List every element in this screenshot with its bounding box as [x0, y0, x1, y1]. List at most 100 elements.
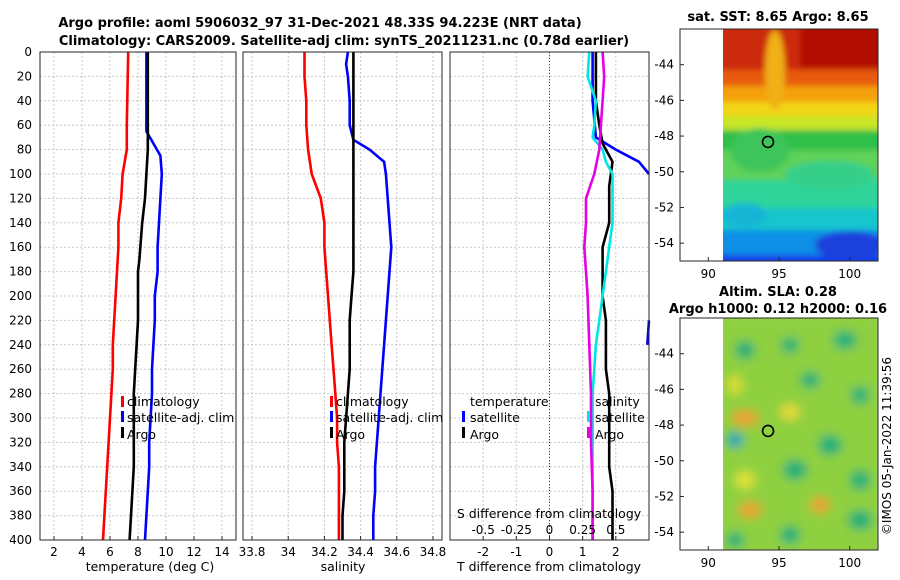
x-tick-label: -1: [510, 545, 522, 559]
legend-swatch-climatology: [121, 396, 124, 407]
x-tick-label: -2: [477, 545, 489, 559]
difference-xlabel: T difference from climatology: [456, 559, 642, 574]
legend-swatch-argo: [330, 427, 333, 438]
series-line-climatology: [101, 51, 130, 541]
legend-swatch-satellite: [121, 411, 124, 422]
sst-map-title: sat. SST: 8.65 Argo: 8.65: [687, 10, 868, 25]
secondary-x-tick-label: -0.5: [471, 523, 494, 537]
y-tick-label: 80: [17, 143, 32, 157]
map-y-tick-label: -50: [654, 454, 674, 468]
y-tick-label: 100: [9, 167, 32, 181]
sla-map-title-line2: Argo h1000: 0.12 h2000: 0.16: [669, 302, 887, 317]
y-tick-label: 20: [17, 69, 32, 83]
legend-swatch-t-argo: [462, 427, 465, 438]
x-tick-label: 34: [281, 545, 296, 559]
y-tick-label: 360: [9, 484, 32, 498]
map-x-tick-label: 95: [771, 267, 786, 281]
map-y-tick-label: -46: [654, 93, 674, 107]
y-tick-label: 280: [9, 387, 32, 401]
secondary-x-tick-label: -0.25: [501, 523, 532, 537]
y-tick-label: 240: [9, 338, 32, 352]
map-y-tick-label: -50: [654, 165, 674, 179]
sla-map-title-line1: Altim. SLA: 0.28: [719, 285, 837, 300]
temperature-profile-panel: 2 4 6 8 10 12 14020406080100120140160180200220…: [9, 45, 237, 559]
difference-secondary-xlabel: S difference from climatology: [457, 506, 642, 521]
x-tick-label: 34.4: [347, 545, 374, 559]
y-tick-label: 0: [24, 45, 32, 59]
legend-label-climatology: climatology: [336, 394, 409, 409]
legend-label-climatology: climatology: [127, 394, 200, 409]
y-tick-label: 380: [9, 509, 32, 523]
y-tick-label: 200: [9, 289, 32, 303]
series-line-salinity-argo: [582, 51, 606, 540]
salinity-profile-panel: 33.8 34 34.2 34.4 34.6 34.8: [239, 51, 447, 559]
legend-label-t-argo: Argo: [470, 427, 499, 442]
series-line-temperature-argo: [594, 52, 614, 540]
map-y-tick-label: -54: [654, 525, 674, 539]
map-y-tick-label: -46: [654, 382, 674, 396]
map-y-tick-label: -44: [654, 347, 674, 361]
y-tick-label: 160: [9, 240, 32, 254]
difference-legend-salinity: salinity satellite Argo: [587, 394, 645, 442]
y-tick-label: 320: [9, 435, 32, 449]
legend-label-s-argo: Argo: [595, 427, 624, 442]
legend-label-t-satellite: satellite: [470, 410, 520, 425]
x-tick-label: 8: [134, 545, 142, 559]
map-x-tick-label: 95: [771, 556, 786, 570]
map-x-tick-label: 90: [701, 556, 716, 570]
map-y-tick-label: -48: [654, 129, 674, 143]
x-tick-label: 34.6: [383, 545, 410, 559]
secondary-x-tick-label: 0: [546, 523, 554, 537]
legend-label-argo: Argo: [336, 427, 365, 442]
x-tick-label: 10: [158, 545, 173, 559]
y-tick-label: 120: [9, 191, 32, 205]
y-tick-label: 340: [9, 460, 32, 474]
temperature-legend: climatology satellite-adj. clim Argo: [121, 394, 234, 442]
sst-heatmap: [723, 29, 878, 261]
y-tick-label: 260: [9, 362, 32, 376]
legend-title-temperature: temperature: [470, 394, 549, 409]
series-line-argo: [341, 52, 355, 540]
legend-swatch-s-satellite: [587, 411, 590, 422]
legend-label-satellite: satellite-adj. clim: [336, 410, 443, 425]
axes-frame: [242, 51, 443, 541]
series-line-satellite-adj-clim: [143, 52, 164, 541]
x-tick-label: 34.8: [420, 545, 447, 559]
argo-position-marker: [761, 424, 775, 438]
y-tick-label: 400: [9, 533, 32, 547]
argo-position-marker: [761, 135, 775, 149]
series-line-climatology: [303, 52, 341, 540]
y-tick-label: 180: [9, 265, 32, 279]
secondary-x-tick-label: 0.5: [606, 523, 625, 537]
map-y-tick-label: -52: [654, 489, 674, 503]
map-axes: 90 95 100 -44 -46 -48 -50 -52 -54 90 95 100 -44 -46 -4…: [654, 28, 879, 570]
legend-label-s-satellite: satellite: [595, 410, 645, 425]
legend-swatch-satellite: [330, 411, 333, 422]
map-x-tick-label: 100: [838, 267, 861, 281]
sla-heatmap: [723, 318, 878, 550]
sla-map-panel: [680, 318, 878, 550]
map-y-tick-label: -54: [654, 236, 674, 250]
sst-map-panel: [680, 29, 878, 261]
x-tick-label: 12: [186, 545, 201, 559]
secondary-x-tick-label: 0.25: [569, 523, 596, 537]
map-x-tick-label: 100: [838, 556, 861, 570]
legend-swatch-t-satellite: [462, 411, 465, 422]
imos-credit: ©IMOS 05-Jan-2022 11:39:56: [880, 357, 894, 535]
salinity-xlabel: salinity: [321, 559, 366, 574]
difference-legend-temperature: temperature satellite Argo: [462, 394, 549, 442]
legend-label-satellite: satellite-adj. clim: [127, 410, 234, 425]
series-line-argo: [128, 52, 150, 541]
y-tick-label: 40: [17, 94, 32, 108]
map-y-tick-label: -44: [654, 58, 674, 72]
legend-label-argo: Argo: [127, 427, 156, 442]
salinity-legend: climatology satellite-adj. clim Argo: [330, 394, 443, 442]
x-tick-label: 2: [50, 545, 58, 559]
x-tick-label: 34.2: [311, 545, 338, 559]
map-y-tick-label: -52: [654, 200, 674, 214]
x-tick-label: 6: [106, 545, 114, 559]
legend-swatch-s-argo: [587, 427, 590, 438]
y-tick-label: 140: [9, 216, 32, 230]
series-line-satellite-adj-clim: [344, 51, 393, 540]
figure-title-line1: Argo profile: aoml 5906032_97 31-Dec-202…: [58, 16, 581, 31]
